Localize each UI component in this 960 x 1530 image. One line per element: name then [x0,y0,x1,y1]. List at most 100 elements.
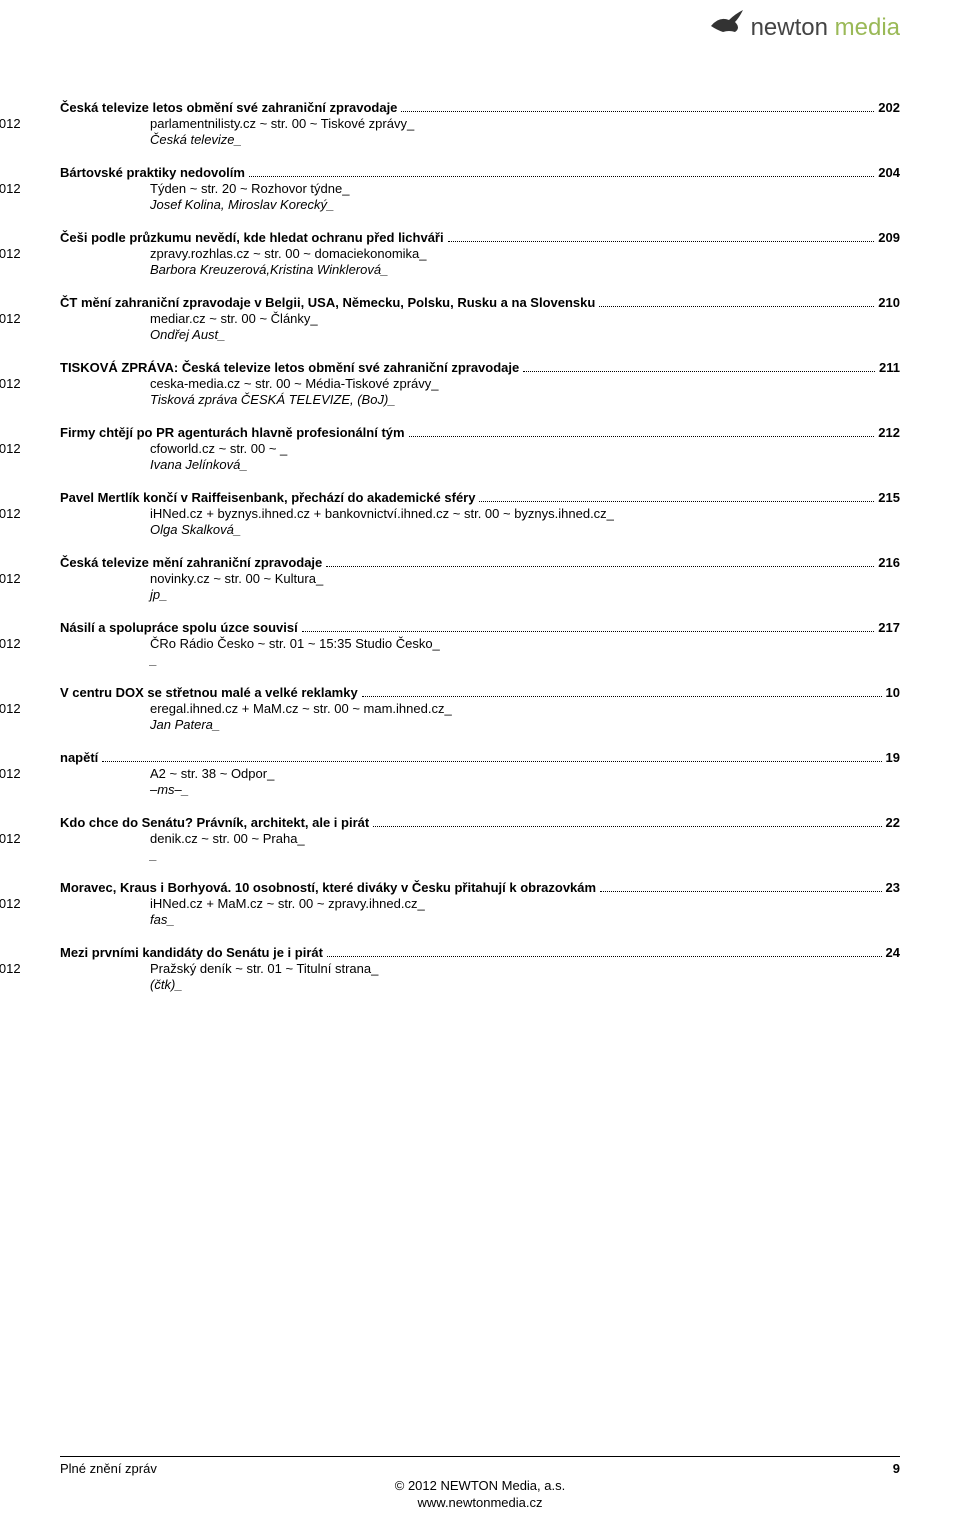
toc-title: Česká televize mění zahraniční zpravodaj… [60,555,322,570]
toc-entry: Kdo chce do Senátu? Právník, architekt, … [60,815,900,862]
toc-meta: 3.8.2012iHNed.cz + byznys.ihned.cz + ban… [60,506,900,521]
toc-leader-dots [102,761,881,762]
toc-title-line: Češi podle průzkumu nevědí, kde hledat o… [60,230,900,245]
toc-entry: Firmy chtějí po PR agenturách hlavně pro… [60,425,900,472]
toc-author: Ondřej Aust_ [60,327,900,342]
toc-entry: Pavel Mertlík končí v Raiffeisenbank, př… [60,490,900,537]
toc-entry: Mezi prvními kandidáty do Senátu je i pi… [60,945,900,992]
toc-page-number: 19 [886,750,900,765]
toc-page-number: 204 [878,165,900,180]
toc-source: denik.cz ~ str. 00 ~ Praha_ [150,831,305,846]
toc-leader-dots [448,241,875,242]
toc-meta: 5.8.2012mediar.cz ~ str. 00 ~ Články_ [60,311,900,326]
toc-leader-dots [249,176,874,177]
toc-author: _ [60,652,900,667]
toc-date: 1.8.2012 [60,766,150,781]
toc-title-line: napětí19 [60,750,900,765]
toc-page-number: 22 [886,815,900,830]
logo-text-a: newton [751,14,828,41]
footer-url: www.newtonmedia.cz [60,1495,900,1510]
toc-entry: Česká televize mění zahraniční zpravodaj… [60,555,900,602]
toc-source: cfoworld.cz ~ str. 00 ~ _ [150,441,287,456]
toc-author: Olga Skalková_ [60,522,900,537]
toc-source: Týden ~ str. 20 ~ Rozhovor týdne_ [150,181,349,196]
toc-title: Pavel Mertlík končí v Raiffeisenbank, př… [60,490,475,505]
toc-title-line: TISKOVÁ ZPRÁVA: Česká televize letos obm… [60,360,900,375]
toc-author: Barbora Kreuzerová,Kristina Winklerová_ [60,262,900,277]
toc-author: Tisková zpráva ČESKÁ TELEVIZE, (BoJ)_ [60,392,900,407]
toc-entry: napětí191.8.2012A2 ~ str. 38 ~ Odpor_–ms… [60,750,900,797]
toc-title-line: V centru DOX se střetnou malé a velké re… [60,685,900,700]
toc-date: 5.8.2012 [60,311,150,326]
toc-page-number: 211 [879,360,900,375]
toc-date: 6.8.2012 [60,181,150,196]
toc-title-line: Firmy chtějí po PR agenturách hlavně pro… [60,425,900,440]
footer-copyright: © 2012 NEWTON Media, a.s. [60,1478,900,1493]
toc-author: Ivana Jelínková_ [60,457,900,472]
toc-source: ceska-media.cz ~ str. 00 ~ Média-Tiskové… [150,376,439,391]
toc-page-number: 23 [886,880,900,895]
toc-leader-dots [479,501,874,502]
footer-page-number: 9 [893,1461,900,1476]
toc-title-line: Násilí a spolupráce spolu úzce souvisí21… [60,620,900,635]
toc-leader-dots [327,956,882,957]
toc-title: TISKOVÁ ZPRÁVA: Česká televize letos obm… [60,360,519,375]
toc-meta: 1.8.2012A2 ~ str. 38 ~ Odpor_ [60,766,900,781]
toc-title: Mezi prvními kandidáty do Senátu je i pi… [60,945,323,960]
toc-title: ČT mění zahraniční zpravodaje v Belgii, … [60,295,595,310]
toc-author: (čtk)_ [60,977,900,992]
brand-logo: newton media [709,10,900,45]
toc-meta: 1.8.2012Pražský deník ~ str. 01 ~ Tituln… [60,961,900,976]
toc-leader-dots [409,436,875,437]
toc-date: 2.8.2012 [60,701,150,716]
toc-leader-dots [362,696,882,697]
toc-page-number: 24 [886,945,900,960]
toc-date: 1.8.2012 [60,831,150,846]
toc-author: Česká televize_ [60,132,900,147]
toc-author: Josef Kolina, Miroslav Korecký_ [60,197,900,212]
toc-source: mediar.cz ~ str. 00 ~ Články_ [150,311,318,326]
toc-page-number: 210 [878,295,900,310]
toc-title-line: Moravec, Kraus i Borhyová. 10 osobností,… [60,880,900,895]
toc-title-line: Mezi prvními kandidáty do Senátu je i pi… [60,945,900,960]
toc-meta: 3.8.2012ceska-media.cz ~ str. 00 ~ Média… [60,376,900,391]
toc-entry: Násilí a spolupráce spolu úzce souvisí21… [60,620,900,667]
toc-meta: 6.8.2012zpravy.rozhlas.cz ~ str. 00 ~ do… [60,246,900,261]
toc-meta: 2.8.2012eregal.ihned.cz + MaM.cz ~ str. … [60,701,900,716]
toc-leader-dots [373,826,881,827]
page-footer: Plné znění zpráv 9 © 2012 NEWTON Media, … [60,1456,900,1510]
toc-source: iHNed.cz + MaM.cz ~ str. 00 ~ zpravy.ihn… [150,896,425,911]
toc-title: Firmy chtějí po PR agenturách hlavně pro… [60,425,405,440]
toc-date: 3.8.2012 [60,376,150,391]
toc-title-line: Bártovské praktiky nedovolím204 [60,165,900,180]
toc-meta: 1.8.2012iHNed.cz + MaM.cz ~ str. 00 ~ zp… [60,896,900,911]
toc-date: 6.8.2012 [60,246,150,261]
toc-title: Moravec, Kraus i Borhyová. 10 osobností,… [60,880,596,895]
toc-source: eregal.ihned.cz + MaM.cz ~ str. 00 ~ mam… [150,701,452,716]
toc-leader-dots [599,306,874,307]
toc-source: iHNed.cz + byznys.ihned.cz + bankovnictv… [150,506,614,521]
toc-author: jp_ [60,587,900,602]
toc-entry: ČT mění zahraniční zpravodaje v Belgii, … [60,295,900,342]
logo-text-b: media [835,14,900,41]
toc-date: 3.8.2012 [60,506,150,521]
footer-left: Plné znění zpráv [60,1461,157,1476]
toc-entry: Češi podle průzkumu nevědí, kde hledat o… [60,230,900,277]
toc-title: V centru DOX se střetnou malé a velké re… [60,685,358,700]
toc-title-line: Kdo chce do Senátu? Právník, architekt, … [60,815,900,830]
toc-leader-dots [600,891,881,892]
toc-source: ČRo Rádio Česko ~ str. 01 ~ 15:35 Studio… [150,636,440,651]
bird-icon [709,8,745,43]
toc-author: Jan Patera_ [60,717,900,732]
toc-entry: Česká televize letos obmění své zahranič… [60,100,900,147]
toc-page-number: 216 [878,555,900,570]
toc-page-number: 212 [878,425,900,440]
toc-page-number: 202 [878,100,900,115]
toc-date: 3.8.2012 [60,571,150,586]
toc-title: Češi podle průzkumu nevědí, kde hledat o… [60,230,444,245]
toc-title-line: Česká televize mění zahraniční zpravodaj… [60,555,900,570]
toc-meta: 3.8.2012cfoworld.cz ~ str. 00 ~ _ [60,441,900,456]
toc-title: Česká televize letos obmění své zahranič… [60,100,397,115]
toc-source: A2 ~ str. 38 ~ Odpor_ [150,766,274,781]
toc-leader-dots [523,371,875,372]
